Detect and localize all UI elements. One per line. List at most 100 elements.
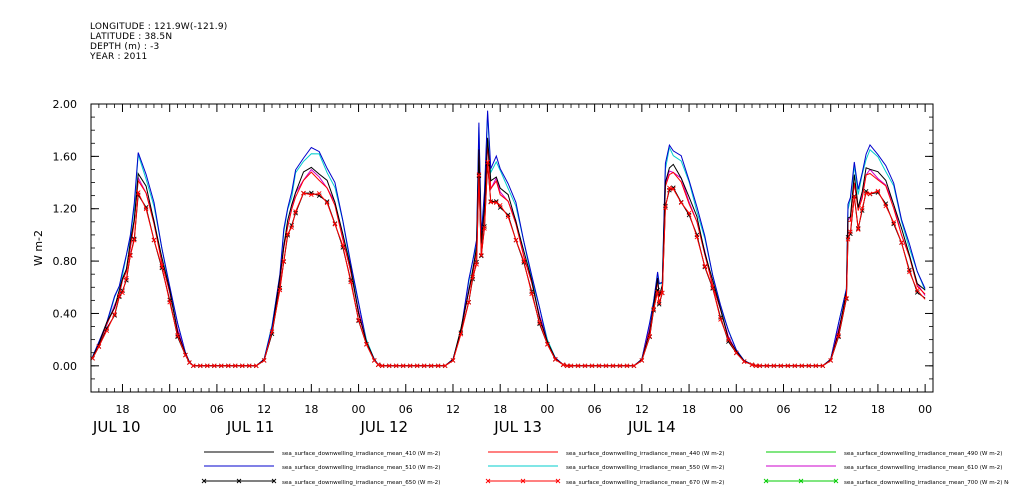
data-point-marker: [167, 299, 173, 305]
data-point-marker: [651, 306, 656, 312]
data-point-marker: [386, 363, 392, 369]
data-point-marker: [663, 205, 668, 211]
data-point-marker: [261, 358, 267, 363]
x-tick-label: 00: [918, 403, 932, 416]
data-point-marker: [733, 350, 739, 356]
series-line: [92, 110, 926, 367]
data-point-marker: [301, 190, 306, 196]
data-point-marker: [560, 362, 566, 368]
legend-marker: [555, 478, 561, 484]
data-point-marker: [488, 199, 494, 205]
data-point-marker: [792, 363, 798, 369]
data-point-marker: [285, 231, 291, 237]
legend-label: sea_surface_downwelling_irradiance_mean_…: [566, 451, 724, 457]
plot-frame: [90, 103, 934, 393]
data-point-marker: [529, 291, 534, 297]
longitude-label: LONGITUDE : 121.9W(-121.9): [90, 22, 228, 32]
legend-label: sea_surface_downwelling_irradiance_mean_…: [566, 480, 724, 486]
data-point-marker: [575, 363, 581, 369]
data-point-marker: [631, 363, 637, 369]
data-point-marker: [246, 363, 252, 369]
data-point-marker: [678, 200, 684, 205]
data-point-marker: [694, 234, 700, 240]
data-point-marker: [914, 287, 920, 293]
data-point-marker: [281, 258, 287, 264]
series-line: [92, 162, 926, 367]
data-point-marker: [771, 363, 777, 369]
data-point-marker: [474, 261, 479, 267]
data-point-marker: [466, 300, 472, 305]
x-tick-label: 06: [588, 403, 602, 416]
data-point-marker: [655, 289, 660, 295]
data-point-marker: [450, 358, 456, 363]
data-point-marker: [375, 362, 381, 368]
data-point-marker: [371, 358, 377, 363]
x-tick-label: 12: [824, 403, 838, 416]
data-point-marker: [393, 363, 399, 369]
data-point-marker: [670, 186, 676, 192]
x-day-label: JUL 14: [627, 418, 676, 436]
data-point-marker: [564, 363, 570, 369]
data-point-marker: [478, 253, 484, 259]
x-tick-label: 00: [163, 403, 177, 416]
data-point-marker: [478, 252, 484, 258]
x-tick-label: 00: [729, 403, 743, 416]
data-point-marker: [143, 206, 149, 212]
data-point-marker: [686, 210, 692, 216]
data-point-marker: [476, 172, 482, 178]
x-tick-label: 12: [635, 403, 649, 416]
data-point-marker: [253, 363, 259, 369]
data-point-marker: [851, 193, 857, 199]
data-point-marker: [820, 363, 826, 369]
data-point-marker: [269, 329, 275, 334]
data-point-marker: [764, 363, 770, 369]
data-point-marker: [458, 331, 464, 337]
data-point-marker: [899, 240, 904, 245]
data-point-marker: [124, 275, 129, 281]
data-point-marker: [545, 342, 550, 347]
legend-label: sea_surface_downwelling_irradiance_mean_…: [566, 465, 724, 471]
data-point-marker: [582, 363, 588, 369]
data-point-marker: [836, 333, 841, 338]
data-point-marker: [120, 290, 125, 296]
data-point-marker: [741, 359, 747, 364]
y-tick-label: 1.60: [53, 150, 78, 163]
latitude-label: LATITUDE : 38.5N: [90, 32, 173, 42]
data-point-marker: [863, 190, 869, 196]
legend-marker: [201, 478, 207, 484]
data-point-marker: [131, 237, 137, 243]
data-point-marker: [513, 237, 519, 243]
data-point-marker: [470, 274, 475, 280]
x-tick-label: 12: [446, 403, 460, 416]
x-tick-label: 06: [399, 403, 413, 416]
y-tick-label: 0.80: [53, 255, 78, 268]
data-point-marker: [239, 363, 245, 369]
data-point-marker: [482, 226, 487, 231]
x-tick-label: 18: [115, 403, 129, 416]
series-line: [92, 164, 926, 367]
legend-label: sea_surface_downwelling_irradiance_mean_…: [282, 465, 440, 471]
data-point-marker: [187, 360, 192, 365]
data-point-marker: [175, 333, 180, 338]
data-point-marker: [617, 363, 623, 369]
data-point-marker: [183, 352, 188, 358]
legend-marker: [833, 478, 839, 484]
data-point-marker: [112, 312, 117, 317]
y-axis-label: W m-2: [32, 230, 45, 266]
data-point-marker: [309, 192, 314, 198]
data-point-marker: [848, 229, 853, 235]
data-point-marker: [813, 363, 819, 369]
data-point-marker: [204, 363, 210, 369]
data-point-marker: [493, 200, 499, 205]
legend-marker: [798, 478, 804, 484]
data-point-marker: [603, 363, 609, 369]
data-point-marker: [610, 363, 616, 369]
legend-label: sea_surface_downwelling_irradiance_mean_…: [282, 451, 440, 457]
data-point-marker: [552, 357, 558, 362]
data-point-marker: [806, 363, 812, 369]
data-point-marker: [190, 363, 196, 369]
data-point-marker: [749, 362, 755, 368]
data-point-marker: [421, 363, 427, 369]
data-point-marker: [407, 363, 413, 369]
